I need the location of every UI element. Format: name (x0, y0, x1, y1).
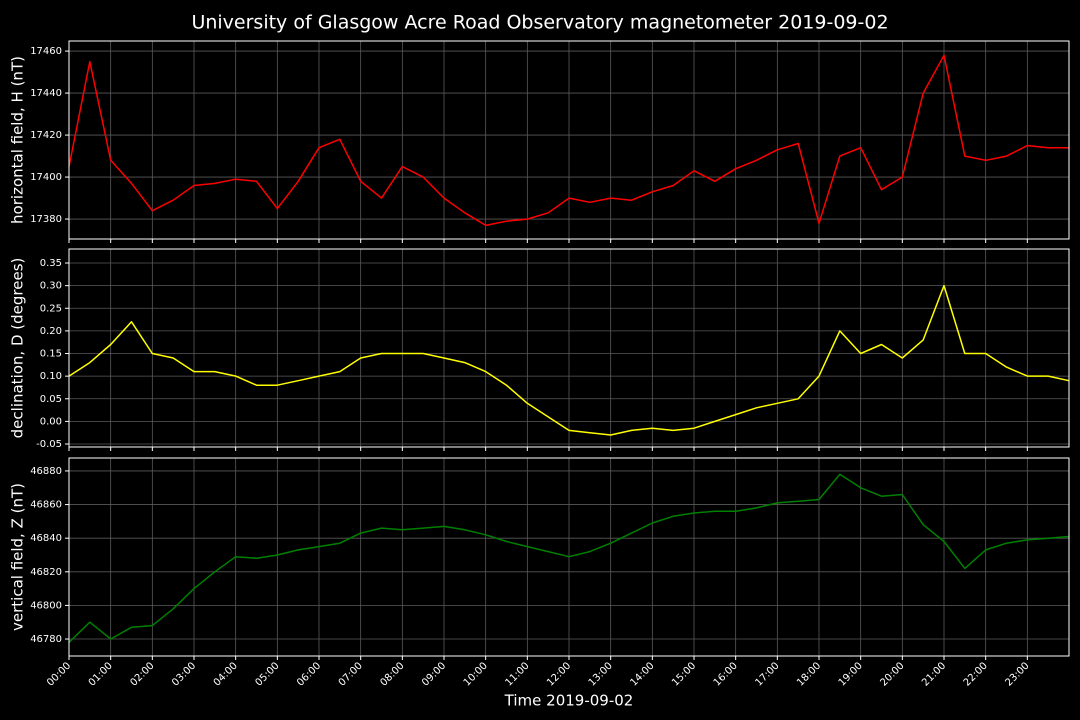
y-tick-label: 46780 (30, 634, 62, 645)
x-tick-label: 13:00 (587, 660, 615, 688)
y-tick-label: 17380 (30, 214, 62, 225)
x-tick-label: 12:00 (545, 660, 573, 688)
y-tick-label: 0.15 (40, 349, 62, 360)
x-tick-label: 18:00 (795, 660, 823, 688)
y-tick-label: -0.05 (36, 439, 62, 450)
plot-frame (68, 40, 1070, 240)
y-tick-label: 17400 (30, 172, 62, 183)
data-line (68, 284, 1070, 436)
y-tick-label: 0.30 (40, 281, 62, 292)
x-tick-label: 22:00 (962, 660, 990, 688)
x-tick-label: 20:00 (878, 660, 906, 688)
data-line (68, 473, 1070, 643)
y-tick-label: 0.05 (40, 394, 62, 405)
x-tick-label: 04:00 (212, 660, 240, 688)
x-tick-label: 09:00 (420, 660, 448, 688)
x-tick-label: 02:00 (128, 660, 156, 688)
x-tick-label: 17:00 (753, 660, 781, 688)
y-tick-label: 0.00 (40, 416, 62, 427)
x-tick-label: 10:00 (462, 660, 490, 688)
x-tick-label: 05:00 (253, 660, 281, 688)
plot-frame (68, 457, 1070, 657)
x-tick-label: 16:00 (712, 660, 740, 688)
y-tick-label: 46880 (30, 466, 62, 477)
x-tick-label: 23:00 (1003, 660, 1031, 688)
y-tick-label: 46800 (30, 600, 62, 611)
y-tick-label: 0.10 (40, 371, 62, 382)
y-tick-label: 0.25 (40, 303, 62, 314)
x-tick-label: 00:00 (45, 660, 73, 688)
y-axis-label: vertical field, Z (nT) (9, 483, 27, 631)
plot-frame (68, 248, 1070, 448)
x-tick-label: 03:00 (170, 660, 198, 688)
x-tick-label: 06:00 (295, 660, 323, 688)
y-axis-label: declination, D (degrees) (9, 258, 27, 439)
y-tick-label: 46820 (30, 567, 62, 578)
y-tick-label: 17440 (30, 88, 62, 99)
x-tick-label: 14:00 (628, 660, 656, 688)
data-line (68, 54, 1069, 227)
x-axis-label: Time 2019-09-02 (504, 692, 634, 710)
y-axis-label: horizontal field, H (nT) (9, 56, 27, 224)
y-tick-label: 17420 (30, 130, 62, 141)
y-tick-label: 46840 (30, 533, 62, 544)
y-tick-label: 17460 (30, 46, 62, 57)
y-tick-label: 0.20 (40, 326, 62, 337)
chart-title: University of Glasgow Acre Road Observat… (191, 12, 888, 34)
x-tick-label: 07:00 (337, 660, 365, 688)
x-tick-label: 21:00 (920, 660, 948, 688)
x-tick-label: 15:00 (670, 660, 698, 688)
x-tick-label: 08:00 (378, 660, 406, 688)
y-tick-label: 0.35 (40, 258, 62, 269)
x-tick-label: 01:00 (87, 660, 115, 688)
y-tick-label: 46860 (30, 500, 62, 511)
x-tick-label: 11:00 (503, 660, 531, 688)
x-tick-label: 19:00 (837, 660, 865, 688)
